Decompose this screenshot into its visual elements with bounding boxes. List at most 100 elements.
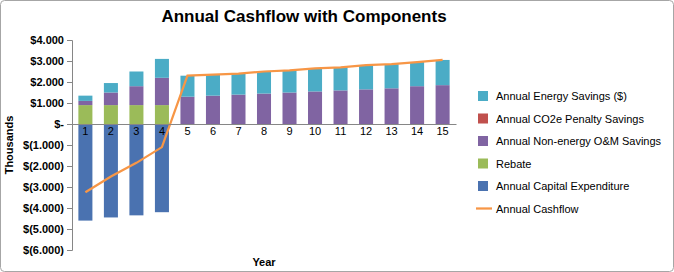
x-tick: 7 [235,124,241,137]
plot: $4.000 $3.000 $2.000 $1.000 $- $(1.000) $(2.00… [23,34,456,256]
y-tick: $1.000 [30,97,72,109]
bar [129,124,143,215]
y-tick-mark [67,61,72,62]
x-tick: 1 [82,124,88,137]
x-tick: 3 [133,124,139,137]
bar [104,93,118,106]
y-tick: $(5.000) [23,223,72,235]
bar [385,88,399,124]
y-tick: $4.000 [30,34,72,46]
bar [410,62,424,86]
bar [359,65,373,89]
legend-item: Annual CO2e Penalty Savings [478,113,644,125]
y-tick-mark [67,124,72,125]
x-tick-label: 14 [411,125,423,137]
y-tick-label: $- [54,118,64,130]
chart-frame [1,1,674,272]
y-tick-label: $2.000 [30,76,64,88]
legend-swatch [478,181,488,191]
y-tick-label: $(3.000) [23,181,64,193]
line [85,60,442,192]
x-tick-label: 5 [184,125,190,137]
x-tick-label: 9 [286,125,292,137]
x-tick-label: 11 [335,125,346,137]
bar [282,70,296,92]
y-tick: $3.000 [30,55,72,67]
x-tick: 10 [309,124,321,137]
legend-swatch [478,136,488,146]
y-tick: $(2.000) [23,160,72,172]
x-tick-label: 13 [385,125,397,137]
bar-series [78,105,169,124]
legend-item: Annual Energy Savings ($) [478,90,627,102]
legend-label: Annual Non-energy O&M Savings [496,135,662,147]
y-tick-label: $(6.000) [23,244,64,256]
y-tick-mark [67,40,72,41]
y-tick-mark [67,229,72,230]
bar [359,89,373,124]
x-tick-label: 15 [436,125,448,137]
x-tick: 9 [286,124,292,137]
bar [78,105,92,124]
y-tick-label: $1.000 [30,97,64,109]
bar [282,93,296,125]
y-axis-title: Thousands [3,116,15,175]
x-tick: 14 [411,124,423,137]
y-tick: $(1.000) [23,139,72,151]
y-tick: $(3.000) [23,181,72,193]
x-tick-label: 3 [133,125,139,137]
y-tick-label: $(4.000) [23,202,64,214]
y-tick-mark [67,145,72,146]
legend-swatch [478,91,488,101]
bar [78,124,92,221]
legend-label: Annual Energy Savings ($) [496,90,627,102]
y-tick-mark [67,82,72,83]
x-tick-label: 12 [360,125,372,137]
x-tick: 12 [360,124,372,137]
bar [104,83,118,92]
bar [308,91,322,124]
x-tick-label: 10 [309,125,321,137]
bar [155,59,169,78]
chart: Annual Cashflow with Components$4.000$3.… [0,0,674,272]
bar [78,101,92,105]
x-tick-label: 4 [159,125,165,137]
x-tick-label: 2 [108,125,114,137]
legend: Annual Energy Savings ($) Annual CO2e Pen… [476,90,662,215]
y-tick-mark [67,250,72,251]
x-tick: 13 [385,124,397,137]
y-tick: $2.000 [30,76,72,88]
y-tick-mark [67,103,72,104]
x-tick: 8 [261,124,267,137]
y-axis: $4.000 $3.000 $2.000 $1.000 $- $(1.000) $(2.00… [23,34,72,256]
legend-label: Annual Capital Expenditure [496,180,629,192]
legend-label: Annual CO2e Penalty Savings [496,113,644,125]
bar [231,95,245,124]
x-tick: 6 [210,124,216,137]
bar [180,97,194,124]
y-tick-mark [67,187,72,188]
x-tick-label: 1 [82,125,88,137]
bar [78,96,92,101]
x-tick: 11 [335,124,346,137]
x-tick: 15 [436,124,448,137]
x-tick: 5 [184,124,190,137]
legend-item: Annual Non-energy O&M Savings [478,135,662,147]
bar [155,124,169,212]
bar [334,67,348,90]
legend-item: Annual Cashflow [476,203,579,215]
y-tick-mark [67,166,72,167]
bar [436,60,450,85]
legend-swatch [476,207,492,209]
y-axis-line [67,41,73,251]
y-tick: $(6.000) [23,244,72,256]
y-tick-label: $3.000 [30,55,64,67]
bar [155,78,169,105]
bar [104,124,118,217]
bar [308,68,322,91]
y-tick-label: $(5.000) [23,223,64,235]
bar [129,105,143,124]
legend-item: Annual Capital Expenditure [478,180,629,192]
bar [385,64,399,88]
y-tick-label: $(2.000) [23,160,64,172]
